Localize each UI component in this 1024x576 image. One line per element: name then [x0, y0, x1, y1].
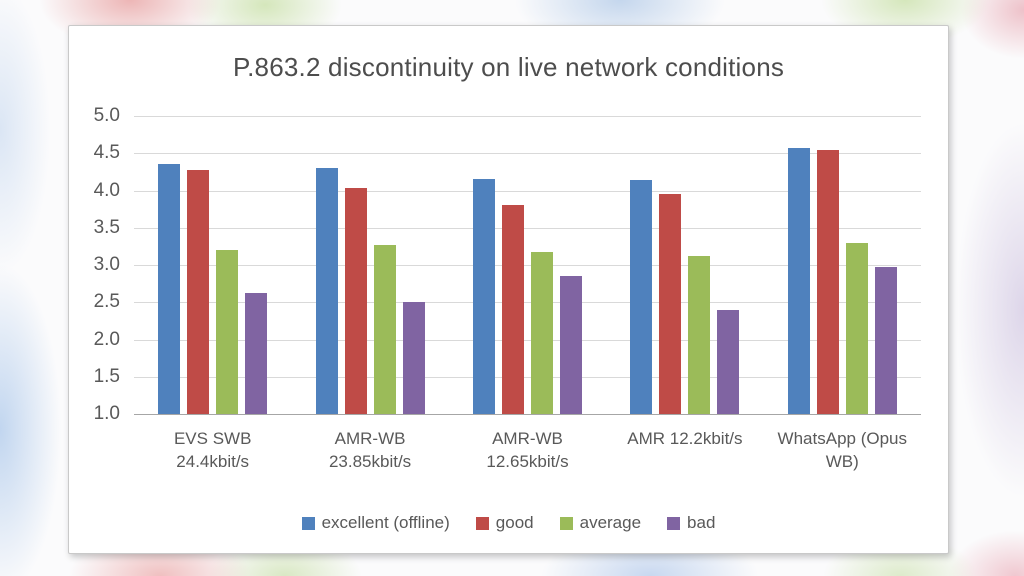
plot-area: 5.0 4.5 4.0 3.5 3.0 2.5 2.0 1.5 1.0 EVS SWB 24.4k… — [94, 105, 921, 471]
y-axis-tick-label: 3.0 — [93, 254, 120, 275]
bar-average-5 — [845, 243, 868, 414]
chart-title: P.863.2 discontinuity on live network co… — [232, 52, 785, 82]
legend-label: bad — [687, 513, 716, 532]
legend-item-good: good — [475, 513, 534, 533]
bar-good-1 — [187, 169, 210, 414]
chart-panel: P.863.2 discontinuity on live network co… — [68, 25, 949, 554]
bar-good-4 — [659, 194, 682, 414]
bar-bad-2 — [402, 301, 425, 414]
bar-bad-4 — [717, 309, 740, 414]
x-axis-category-text: WhatsApp (Opus WB) — [777, 429, 907, 471]
chart-legend: excellent (offline) good average bad — [69, 513, 948, 533]
x-axis-category-text: AMR-WB 12.65kbit/s — [486, 429, 569, 471]
legend-item-bad: bad — [667, 513, 715, 533]
legend-swatch-icon — [559, 516, 573, 530]
bar-bad-3 — [560, 276, 582, 414]
y-axis-tick-label: 1.0 — [93, 403, 120, 424]
bar-bad-1 — [245, 293, 268, 414]
y-axis-tick-label: 2.5 — [93, 291, 120, 313]
y-axis-tick-label: 4.0 — [93, 179, 120, 201]
bar-average-3 — [531, 252, 553, 414]
gridline — [134, 302, 921, 304]
x-axis-line — [134, 414, 921, 415]
bar-excellent-offline-2 — [315, 168, 338, 414]
legend-label: good — [495, 513, 534, 532]
legend-swatch-icon — [301, 516, 315, 530]
bar-good-5 — [816, 150, 839, 414]
bar-average-4 — [688, 256, 711, 414]
legend-item-excellent-offline: excellent (offline) — [301, 513, 450, 533]
x-axis-category-text: EVS SWB 24.4kbit/s — [173, 429, 252, 471]
x-axis-category-label: AMR-WB 12.65kbit/s — [449, 428, 606, 474]
bar-good-3 — [502, 205, 524, 414]
gridline — [134, 116, 921, 117]
y-axis-tick-label: 5.0 — [93, 105, 120, 126]
y-axis-tick-label: 2.0 — [93, 328, 120, 350]
x-axis-category-label: AMR 12.2kbit/s — [606, 428, 763, 451]
x-axis-category-label: AMR-WB 23.85kbit/s — [291, 428, 448, 474]
bar-average-1 — [216, 250, 239, 414]
bar-average-2 — [373, 244, 396, 414]
x-axis-category-text: AMR-WB 23.85kbit/s — [328, 429, 412, 471]
bar-excellent-offline-3 — [473, 179, 495, 414]
gridline — [134, 227, 921, 229]
bar-excellent-offline-4 — [630, 180, 653, 414]
gridline — [134, 190, 921, 192]
y-axis-tick-label: 1.5 — [93, 365, 120, 387]
bar-bad-5 — [874, 266, 897, 414]
bar-excellent-offline-5 — [787, 148, 810, 414]
gridline — [134, 339, 921, 341]
y-axis-tick-label: 3.5 — [93, 216, 120, 238]
legend-label: excellent (offline) — [321, 513, 450, 532]
bar-good-2 — [344, 188, 367, 414]
y-axis-tick-label: 4.5 — [93, 142, 120, 164]
x-axis-category-label: WhatsApp (Opus WB) — [764, 428, 921, 474]
gridline — [134, 376, 921, 378]
gridline — [134, 153, 921, 155]
gridline — [134, 265, 921, 266]
x-axis-category-label: EVS SWB 24.4kbit/s — [134, 428, 291, 474]
x-axis-category-text: AMR 12.2kbit/s — [627, 429, 743, 448]
legend-swatch-icon — [667, 516, 681, 530]
legend-swatch-icon — [475, 516, 489, 530]
legend-label: average — [579, 513, 642, 532]
bar-excellent-offline-1 — [158, 164, 181, 414]
legend-item-average: average — [559, 513, 642, 533]
